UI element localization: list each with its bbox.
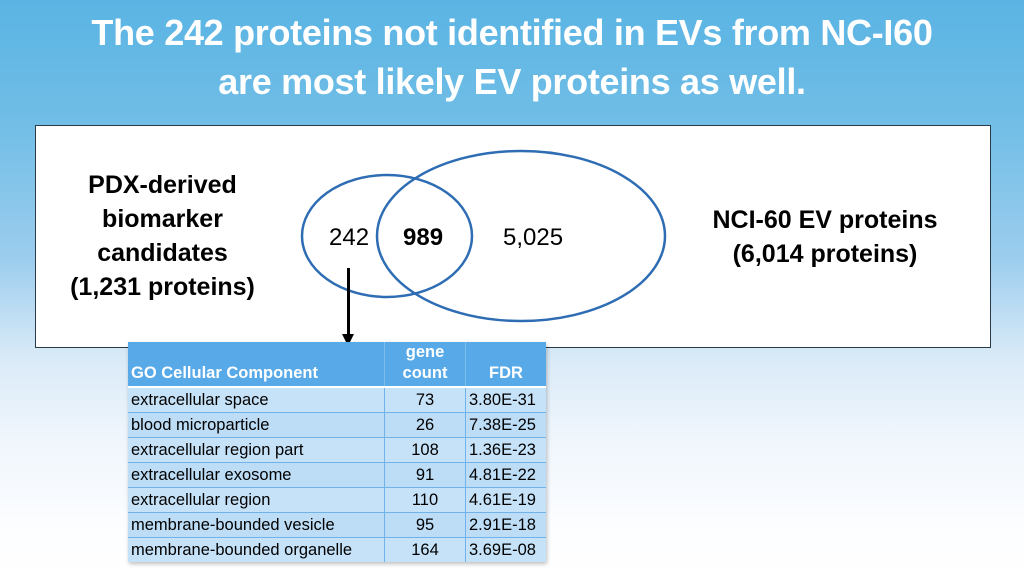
cell-component: extracellular exosome — [128, 462, 385, 488]
cell-gene-count: 108 — [384, 437, 466, 463]
cell-component: extracellular space — [128, 386, 385, 413]
right-label-line: (6,014 proteins) — [732, 240, 918, 268]
right-label-line: NCI-60 EV proteins — [712, 206, 938, 234]
right-set-circle — [375, 149, 667, 323]
cell-fdr: 3.80E-31 — [465, 386, 546, 413]
table-row: extracellular space 73 3.80E-31 — [128, 386, 546, 413]
table-row: extracellular exosome 91 4.81E-22 — [128, 462, 546, 488]
cell-fdr: 3.69E-08 — [465, 537, 546, 562]
cell-gene-count: 95 — [384, 512, 466, 538]
overlap-count: 989 — [403, 224, 444, 251]
cell-gene-count: 73 — [384, 386, 466, 413]
header-gene-count-line1: gene — [405, 343, 445, 361]
right-only-count: 5,025 — [503, 224, 564, 251]
left-set-circle — [300, 173, 474, 299]
title-line-2: are most likely EV proteins as well. — [218, 61, 806, 102]
table-row: blood microparticle 26 7.38E-25 — [128, 412, 546, 438]
table-row: membrane-bounded organelle 164 3.69E-08 — [128, 537, 546, 562]
left-label-line: (1,231 proteins) — [70, 273, 255, 301]
cell-fdr: 1.36E-23 — [465, 437, 546, 463]
venn-diagram-panel — [35, 125, 991, 348]
left-set-label: PDX-derived biomarker candidates (1,231 … — [50, 168, 275, 304]
left-label-line: PDX-derived — [88, 171, 237, 199]
cell-gene-count: 164 — [384, 537, 466, 562]
cell-fdr: 4.61E-19 — [465, 487, 546, 513]
table-header-row: GO Cellular Component gene count FDR — [128, 342, 546, 387]
arrow-shaft — [347, 268, 350, 336]
header-gene-count-line2: count — [402, 364, 448, 382]
slide-title: The 242 proteins not identified in EVs f… — [0, 8, 1024, 106]
table-row: membrane-bounded vesicle 95 2.91E-18 — [128, 512, 546, 538]
right-set-label: NCI-60 EV proteins (6,014 proteins) — [680, 203, 970, 271]
table-row: extracellular region 110 4.61E-19 — [128, 487, 546, 513]
left-label-line: biomarker — [102, 205, 223, 233]
cell-gene-count: 26 — [384, 412, 466, 438]
left-only-count: 242 — [329, 224, 370, 251]
cell-gene-count: 110 — [384, 487, 466, 513]
go-enrichment-table: GO Cellular Component gene count FDR ext… — [128, 342, 546, 562]
cell-component: extracellular region part — [128, 437, 385, 463]
cell-component: membrane-bounded organelle — [128, 537, 385, 562]
title-line-1: The 242 proteins not identified in EVs f… — [91, 12, 933, 53]
header-fdr: FDR — [465, 342, 546, 387]
cell-component: extracellular region — [128, 487, 385, 513]
cell-fdr: 2.91E-18 — [465, 512, 546, 538]
cell-fdr: 7.38E-25 — [465, 412, 546, 438]
header-gene-count: gene count — [384, 342, 466, 387]
cell-component: membrane-bounded vesicle — [128, 512, 385, 538]
table-row: extracellular region part 108 1.36E-23 — [128, 437, 546, 463]
cell-gene-count: 91 — [384, 462, 466, 488]
header-go-component: GO Cellular Component — [128, 342, 385, 387]
cell-component: blood microparticle — [128, 412, 385, 438]
left-label-line: candidates — [97, 239, 228, 267]
cell-fdr: 4.81E-22 — [465, 462, 546, 488]
